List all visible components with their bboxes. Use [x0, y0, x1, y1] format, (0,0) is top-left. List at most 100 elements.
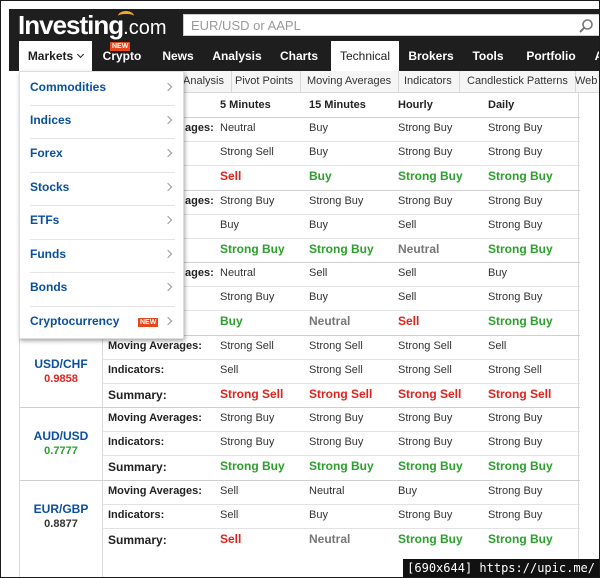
nav-news[interactable]: News [162, 49, 194, 63]
divider [30, 172, 175, 173]
chevron-right-icon [163, 182, 173, 192]
signal-cell: Buy [220, 314, 243, 328]
row-divider [102, 383, 580, 384]
signal-cell: Strong Buy [488, 436, 543, 448]
row-divider [102, 286, 580, 287]
site-logo[interactable]: Investing.com [18, 9, 166, 41]
row-divider [102, 165, 580, 166]
signal-cell: Strong Buy [488, 509, 543, 521]
pair-name-link[interactable]: USD/CHF [34, 357, 88, 371]
divider [30, 306, 175, 307]
signal-cell: Strong Buy [398, 169, 463, 183]
subnav-candlestick-patterns[interactable]: Candlestick Patterns [460, 71, 576, 92]
technical-subnav: Analysis Pivot Points Moving Averages In… [183, 71, 599, 93]
row-label-ma: Moving Averages: [108, 485, 202, 497]
nav-crypto[interactable]: NEW Crypto [96, 41, 148, 71]
group-divider [20, 480, 580, 481]
signal-cell: Strong Buy [398, 436, 453, 448]
nav-analysis[interactable]: Analysis [212, 49, 262, 63]
signal-cell: Strong Buy [398, 532, 463, 546]
signal-cell: Sell [398, 219, 417, 231]
dropdown-item-bonds[interactable]: Bonds [20, 272, 185, 305]
dropdown-item-stocks[interactable]: Stocks [20, 172, 185, 205]
row-label-ind: Indicators: [108, 509, 165, 521]
main-nav: Markets NEW Crypto News Analysis Charts … [9, 41, 599, 71]
chevron-right-icon [163, 82, 173, 92]
signal-cell: Strong Buy [488, 314, 553, 328]
pair-price: 0.9858 [44, 373, 78, 385]
signal-cell: Strong Buy [398, 122, 453, 134]
search-icon[interactable] [578, 18, 594, 34]
column-header-5min: 5 Minutes [220, 99, 271, 111]
row-label-sum: Summary: [108, 460, 167, 474]
signal-cell: Sell [309, 267, 328, 279]
subnav-moving-averages[interactable]: Moving Averages [300, 71, 400, 92]
dropdown-item-indices[interactable]: Indices [20, 105, 185, 138]
signal-cell: Strong Buy [220, 436, 275, 448]
signal-cell: Strong Buy [220, 242, 285, 256]
search-input[interactable] [184, 15, 564, 35]
dropdown-item-cryptocurrency[interactable]: Cryptocurrency NEW [20, 306, 185, 339]
signal-cell: Strong Sell [220, 146, 274, 158]
signal-cell: Strong Sell [398, 387, 462, 401]
row-label-ma: ages: [185, 195, 214, 207]
nav-tools[interactable]: Tools [472, 49, 504, 63]
row-divider [102, 504, 580, 505]
column-header-15min: 15 Minutes [309, 99, 366, 111]
pair-name-link[interactable]: EUR/GBP [33, 502, 89, 516]
dropdown-item-funds[interactable]: Funds [20, 239, 185, 272]
nav-technical[interactable]: Technical [331, 41, 399, 71]
subnav-pivot-points[interactable]: Pivot Points [228, 71, 302, 92]
row-divider [102, 310, 580, 311]
subnav-web[interactable]: Web [575, 75, 598, 87]
signal-cell: Strong Buy [488, 195, 543, 207]
logo-suffix: .com [123, 17, 167, 39]
signal-cell: Strong Buy [488, 291, 543, 303]
signal-cell: Strong Buy [488, 532, 553, 546]
signal-cell: Strong Buy [309, 459, 374, 473]
signal-cell: Sell [398, 267, 417, 279]
dropdown-item-label: Forex [30, 146, 63, 160]
row-divider [102, 359, 580, 360]
nav-portfolio[interactable]: Portfolio [526, 49, 576, 63]
signal-cell: Neutral [309, 485, 345, 497]
dropdown-item-forex[interactable]: Forex [20, 138, 185, 171]
signal-cell: Strong Sell [398, 364, 452, 376]
divider [30, 239, 175, 240]
group-divider [20, 190, 580, 191]
pair-price: 0.7777 [44, 445, 78, 457]
pair-name-link[interactable]: AUD/USD [33, 429, 89, 443]
markets-dropdown-menu: Commodities Indices Forex Stocks ETFs Fu… [19, 71, 184, 339]
signal-cell: Strong Buy [488, 219, 543, 231]
row-label-ind: Indicators: [108, 436, 165, 448]
dropdown-item-commodities[interactable]: Commodities [20, 72, 185, 105]
signal-cell: Strong Sell [309, 340, 363, 352]
subnav-indicators[interactable]: Indicators [397, 71, 460, 92]
new-badge: NEW [110, 42, 131, 51]
subnav-analysis[interactable]: Analysis [176, 71, 232, 92]
pair-price: 0.8877 [44, 518, 78, 530]
signal-cell: Strong Sell [220, 340, 274, 352]
signal-cell: Buy [220, 219, 239, 231]
nav-charts[interactable]: Charts [279, 49, 318, 63]
row-divider [102, 528, 580, 529]
nav-more[interactable]: A [593, 41, 599, 71]
row-label-ma: ages: [185, 122, 214, 134]
signal-cell: Sell [220, 364, 239, 376]
signal-cell: Strong Buy [488, 485, 543, 497]
nav-brokers[interactable]: Brokers [408, 49, 454, 63]
signal-cell: Strong Buy [309, 242, 374, 256]
signal-cell: Strong Buy [488, 459, 553, 473]
signal-cell: Strong Buy [488, 242, 553, 256]
signal-cell: Strong Buy [309, 436, 364, 448]
row-divider [102, 455, 580, 456]
signal-cell: Sell [220, 509, 239, 521]
dropdown-item-etfs[interactable]: ETFs [20, 205, 185, 238]
signal-cell: Strong Sell [220, 387, 284, 401]
chevron-right-icon [163, 316, 173, 326]
signal-cell: Sell [220, 532, 242, 546]
nav-markets[interactable]: Markets [19, 41, 92, 71]
signal-cell: Strong Buy [398, 509, 453, 521]
dropdown-item-label: Bonds [30, 280, 68, 294]
